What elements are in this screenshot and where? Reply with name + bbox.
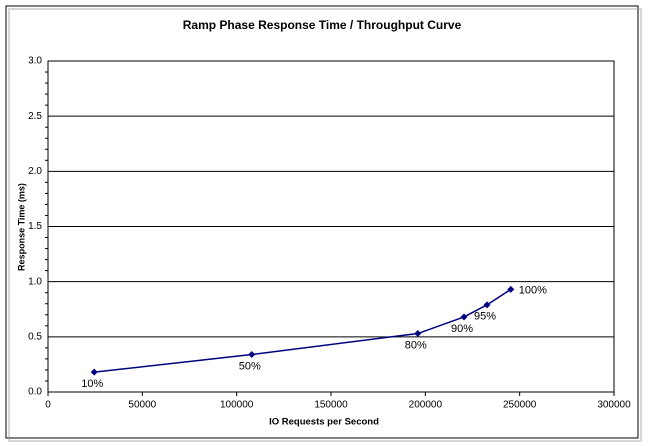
point-label: 50% [239, 360, 261, 372]
point-label: 10% [81, 378, 103, 390]
x-tick-label: 100000 [220, 400, 254, 411]
x-tick-label: 300000 [597, 400, 631, 411]
data-line [94, 288, 512, 373]
chart-frame [5, 5, 639, 439]
y-tick-label: 0.5 [28, 331, 42, 342]
x-tick-label: 50000 [128, 400, 156, 411]
y-tick-label: 2.0 [28, 166, 42, 177]
y-tick-label: 1.0 [28, 276, 42, 287]
point-label: 95% [474, 311, 496, 323]
data-point [507, 285, 515, 293]
x-tick-label: 0 [45, 400, 51, 411]
data-point [248, 350, 256, 358]
x-axis-label: IO Requests per Second [269, 417, 379, 428]
y-tick-label: 1.5 [28, 221, 42, 232]
point-label: 100% [519, 284, 547, 296]
frame-shadow [8, 8, 642, 442]
y-tick-label: 0.0 [28, 387, 42, 398]
data-point [460, 313, 468, 321]
x-tick-label: 200000 [409, 400, 443, 411]
data-point [414, 330, 422, 338]
y-tick-label: 3.0 [28, 56, 42, 67]
y-tick-label: 2.5 [28, 111, 42, 122]
x-tick-label: 250000 [503, 400, 537, 411]
data-point [90, 368, 98, 376]
chart-title: Ramp Phase Response Time / Throughput Cu… [183, 18, 462, 32]
point-label: 80% [405, 339, 427, 351]
data-point [483, 301, 491, 309]
x-tick-label: 150000 [314, 400, 348, 411]
point-label: 90% [451, 323, 473, 335]
y-axis-label: Response Time (ms) [16, 183, 26, 271]
plot-area [47, 60, 615, 393]
